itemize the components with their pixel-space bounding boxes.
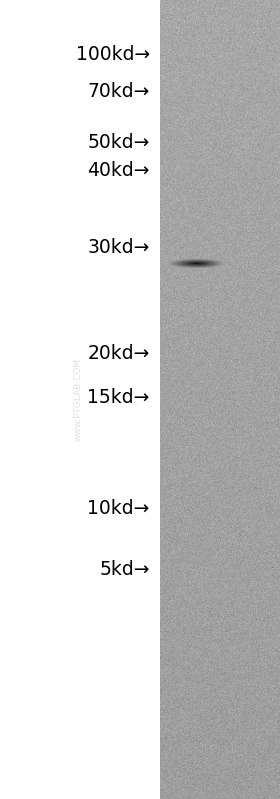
Text: 70kd→: 70kd→ xyxy=(87,82,150,101)
Text: 10kd→: 10kd→ xyxy=(87,499,150,519)
Text: www.PTGLAB.COM: www.PTGLAB.COM xyxy=(74,358,83,441)
Text: 30kd→: 30kd→ xyxy=(87,238,150,257)
Text: 20kd→: 20kd→ xyxy=(87,344,150,363)
Text: 50kd→: 50kd→ xyxy=(87,133,150,152)
Text: 15kd→: 15kd→ xyxy=(87,388,150,407)
Text: 100kd→: 100kd→ xyxy=(76,45,150,64)
Text: 40kd→: 40kd→ xyxy=(87,161,150,181)
Text: 5kd→: 5kd→ xyxy=(99,560,150,579)
